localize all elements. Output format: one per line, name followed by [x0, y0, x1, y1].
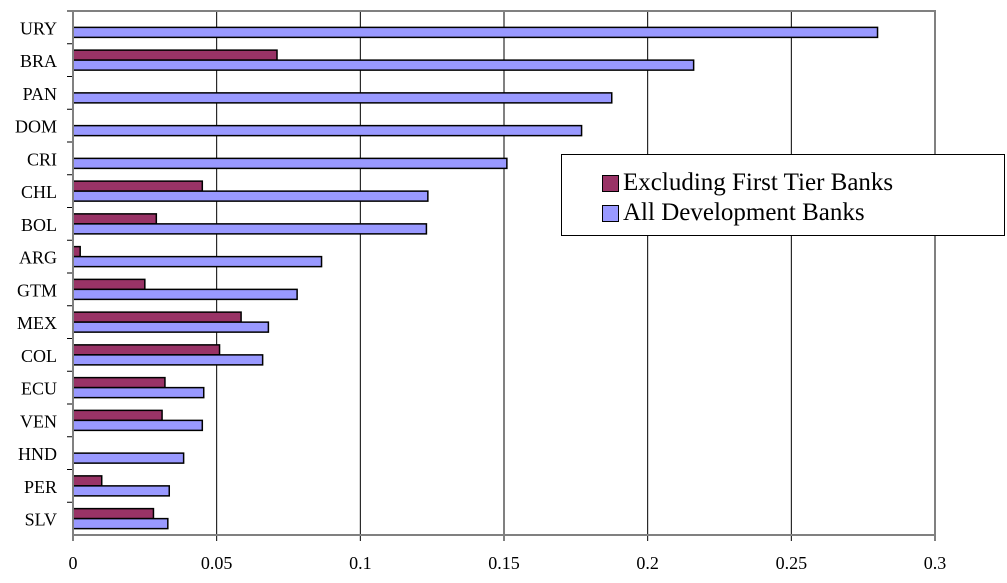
bar-all-development-banks [72, 223, 428, 235]
bar-all-development-banks [72, 255, 323, 268]
bar-excluding-first-tier [72, 49, 278, 61]
category-label: CRI [27, 149, 57, 169]
bar-excluding-first-tier [72, 278, 146, 291]
bar-excluding-first-tier [72, 409, 163, 422]
category-label: PAN [23, 84, 57, 104]
category-label: VEN [20, 411, 57, 431]
category-label: GTM [17, 280, 57, 300]
category-label: BRA [20, 51, 57, 71]
bar-all-development-banks [72, 517, 169, 530]
bar-all-development-banks [72, 485, 171, 497]
bar-all-development-banks [72, 190, 429, 202]
legend-swatch-all-development-banks [602, 204, 619, 222]
bar-excluding-first-tier [72, 245, 81, 258]
x-tick-label: 0 [69, 553, 78, 573]
bar-excluding-first-tier [72, 344, 221, 356]
category-label: CHL [21, 182, 57, 202]
category-label: PER [24, 477, 57, 497]
x-tick-labels: 0 0.05 0.1 0.15 0.2 0.25 0.3 [69, 553, 947, 573]
bar-all-development-banks [72, 124, 583, 137]
category-label: MEX [17, 313, 57, 333]
bar-all-development-banks [72, 452, 185, 464]
x-tick-label: 0.1 [349, 553, 372, 573]
legend-label-all-development-banks: All Development Banks [623, 199, 865, 226]
bar-excluding-first-tier [72, 180, 204, 192]
bar-all-development-banks [72, 386, 205, 399]
x-tick-label: 0.3 [924, 553, 947, 573]
bars [72, 26, 879, 530]
legend-swatch-excluding-first-tier [602, 174, 619, 192]
legend-item-all-development-banks: All Development Banks [602, 199, 865, 227]
x-tick-label: 0.05 [201, 553, 233, 573]
category-label: DOM [15, 117, 57, 137]
category-label: HND [18, 444, 57, 464]
bar-excluding-first-tier [72, 507, 155, 520]
bar-excluding-first-tier [72, 311, 242, 323]
x-tick-label: 0.25 [776, 553, 808, 573]
category-label: SLV [25, 510, 57, 530]
bar-all-development-banks [72, 321, 270, 333]
bar-excluding-first-tier [72, 475, 103, 487]
plot-frame [72, 10, 936, 536]
bar-all-development-banks [72, 157, 508, 170]
bar-excluding-first-tier [72, 213, 158, 225]
x-tick-label: 0.2 [636, 553, 659, 573]
legend-label-excluding-first-tier: Excluding First Tier Banks [623, 169, 894, 196]
legend-item-excluding-first-tier: Excluding First Tier Banks [602, 169, 893, 197]
legend: Excluding First Tier Banks All Developme… [561, 154, 1005, 236]
bar-all-development-banks [72, 92, 613, 104]
category-label: URY [20, 18, 57, 38]
bar-all-development-banks [72, 59, 695, 71]
category-label: ARG [19, 248, 57, 268]
category-label: BOL [21, 215, 57, 235]
bar-all-development-banks [72, 288, 298, 301]
bar-all-development-banks [72, 354, 264, 366]
gridlines [67, 10, 936, 541]
category-label: ECU [21, 379, 57, 399]
bar-all-development-banks [72, 419, 204, 432]
x-tick-label: 0.15 [488, 553, 520, 573]
bar-all-development-banks [72, 26, 879, 39]
category-labels: URY BRA PAN DOM CRI CHL BOL ARG GTM MEX COL ECU VEN H… [15, 18, 57, 529]
bar-excluding-first-tier [72, 376, 166, 389]
category-label: COL [21, 346, 57, 366]
